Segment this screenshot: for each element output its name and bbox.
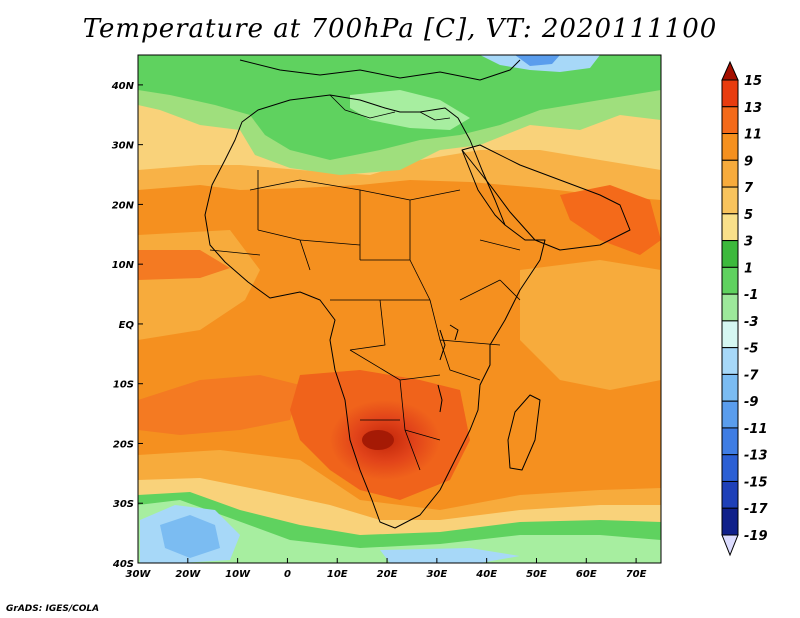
red-sea-border (461, 149, 506, 226)
africa-coastline (204, 94, 546, 529)
lat-tick-label: 20N (112, 200, 135, 211)
colorbar-swatch (721, 293, 739, 322)
southern-europe-coastline (239, 59, 521, 81)
colorbar-swatch (721, 186, 739, 215)
lat-tick-label: 10N (112, 260, 135, 271)
colorbar-label: -1 (744, 288, 758, 303)
colorbar-label: -3 (744, 315, 758, 330)
field-minus7c-southwest (160, 515, 220, 558)
country-borders (209, 170, 521, 471)
colorbar-label: -17 (744, 502, 768, 517)
colorbar-swatch (721, 427, 739, 456)
coastlines (204, 59, 631, 529)
grads-credit: GrADS: IGES/COLA (6, 604, 100, 614)
colorbar-swatch (721, 507, 739, 536)
colorbar-swatch (721, 159, 739, 188)
colorbar-swatch (721, 373, 739, 402)
colorbar-swatch (721, 480, 739, 509)
colorbar-label: -11 (744, 422, 768, 437)
colorbar-label: -15 (744, 475, 768, 490)
lat-tick-label: EQ (119, 320, 135, 331)
colorbar-label: 7 (744, 181, 754, 196)
field-minus5c-south-central (380, 548, 520, 563)
colorbar-label: 11 (744, 128, 762, 143)
colorbar-swatch (721, 240, 739, 268)
colorbar-label: -13 (744, 449, 768, 464)
lon-tick-label: 30W (126, 569, 152, 580)
lon-tick-label: 20W (175, 569, 201, 580)
colorbar-swatch (721, 400, 739, 429)
colorbar-label: 1 (744, 261, 753, 276)
temperature-field (138, 55, 661, 563)
lon-tick-label: 70E (626, 569, 647, 580)
map-title: Temperature at 700hPa [C], VT: 202011110… (82, 14, 718, 44)
lat-tick-label: 10S (113, 380, 134, 391)
colorbar: 15 13 11 9 7 5 3 1 -1 -3 -5 -7 -9 -11 -13 -15 -17 -19 (721, 60, 768, 557)
colorbar-label: -19 (744, 529, 768, 544)
colorbar-swatch (721, 454, 739, 482)
lat-tick-label: 30S (113, 499, 134, 510)
colorbar-label: -7 (744, 368, 759, 383)
colorbar-swatch (721, 347, 739, 375)
colorbar-label: -5 (744, 342, 758, 357)
colorbar-swatch (721, 79, 739, 108)
colorbar-bottom-triangle (721, 534, 739, 557)
lon-tick-label: 10E (327, 569, 348, 580)
lon-tick-label: 10W (225, 569, 251, 580)
field-11c-south-atlantic (138, 375, 300, 435)
colorbar-swatch (721, 320, 739, 349)
colorbar-swatch (721, 213, 739, 242)
great-lakes (437, 324, 459, 413)
colorbar-label: 15 (744, 74, 762, 89)
lon-tick-label: 30E (426, 569, 447, 580)
colorbar-label: -9 (744, 395, 758, 410)
field-15c-core (362, 430, 394, 450)
lon-tick-label: 60E (576, 569, 597, 580)
colorbar-swatch (721, 106, 739, 135)
field-minus1c-south (138, 500, 661, 563)
lon-tick-label: 0 (284, 569, 291, 580)
colorbar-label: 3 (744, 235, 753, 250)
colorbar-top-triangle (721, 60, 739, 81)
arabian-peninsula-coastline (461, 144, 631, 251)
madagascar-coastline (507, 394, 541, 471)
lat-tick-label: 20S (113, 439, 134, 450)
lat-tick-label: 40N (111, 81, 135, 92)
field-7c-eastern-ocean (520, 260, 661, 390)
mediterranean-coastline (329, 94, 451, 121)
lon-tick-label: 50E (526, 569, 547, 580)
colorbar-swatch (721, 133, 739, 161)
lon-tick-label: 20E (377, 569, 398, 580)
colorbar-label: 13 (744, 101, 762, 116)
colorbar-swatch (721, 266, 739, 295)
field-11c-west-ocean (138, 250, 230, 280)
field-11c-arabian (560, 185, 661, 255)
longitude-axis: 30W 20W 10W 0 10E 20E 30E 40E 50E 60E 70E (126, 558, 647, 580)
colorbar-label: 9 (744, 154, 753, 169)
lat-tick-label: 40S (112, 559, 134, 570)
lat-tick-label: 30N (112, 141, 135, 152)
field-minus1c-north (350, 90, 470, 130)
field-minus7c-northeast (515, 55, 560, 66)
colorbar-label: 5 (744, 208, 753, 223)
map-frame (137, 54, 662, 564)
lon-tick-label: 40E (475, 569, 497, 580)
latitude-axis: 40N 30N 20N 10N EQ 10S 20S 30S 40S (111, 81, 143, 570)
